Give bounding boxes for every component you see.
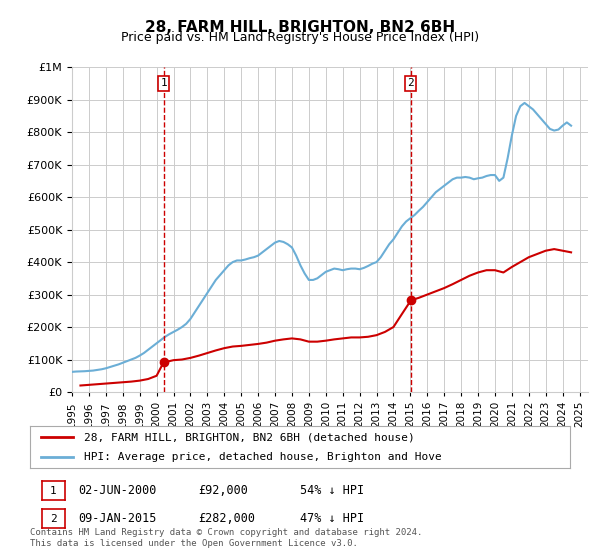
Text: 1: 1 (50, 486, 57, 496)
Text: 54% ↓ HPI: 54% ↓ HPI (300, 483, 364, 497)
Text: 09-JAN-2015: 09-JAN-2015 (78, 511, 157, 525)
Text: Price paid vs. HM Land Registry's House Price Index (HPI): Price paid vs. HM Land Registry's House … (121, 31, 479, 44)
Text: HPI: Average price, detached house, Brighton and Hove: HPI: Average price, detached house, Brig… (84, 452, 442, 462)
Text: Contains HM Land Registry data © Crown copyright and database right 2024.
This d: Contains HM Land Registry data © Crown c… (30, 528, 422, 548)
Text: £92,000: £92,000 (198, 483, 248, 497)
Text: 2: 2 (50, 514, 57, 524)
Text: 28, FARM HILL, BRIGHTON, BN2 6BH: 28, FARM HILL, BRIGHTON, BN2 6BH (145, 20, 455, 35)
Text: £282,000: £282,000 (198, 511, 255, 525)
Text: 1: 1 (160, 78, 167, 88)
Text: 02-JUN-2000: 02-JUN-2000 (78, 483, 157, 497)
Text: 28, FARM HILL, BRIGHTON, BN2 6BH (detached house): 28, FARM HILL, BRIGHTON, BN2 6BH (detach… (84, 432, 415, 442)
Text: 47% ↓ HPI: 47% ↓ HPI (300, 511, 364, 525)
Text: 2: 2 (407, 78, 414, 88)
